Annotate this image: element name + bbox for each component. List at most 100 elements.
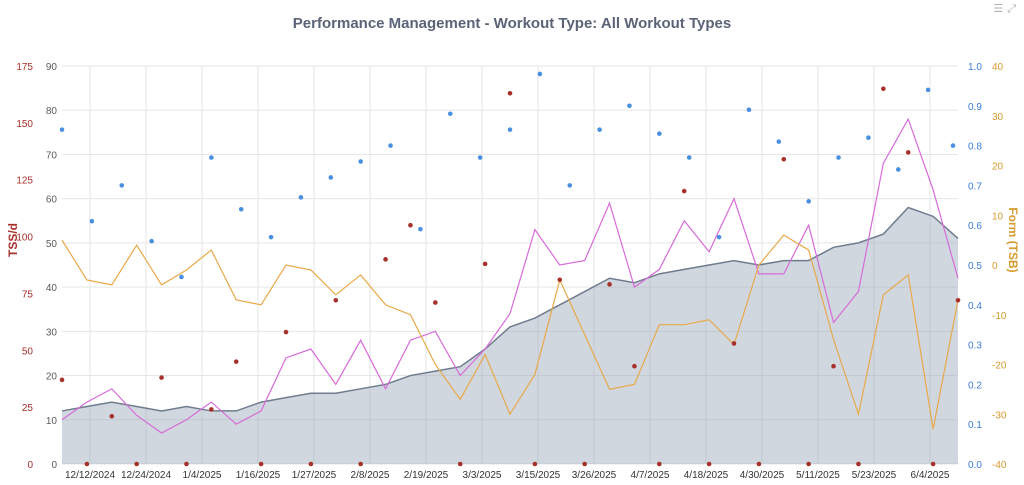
tss-point xyxy=(881,86,886,92)
intensity-point xyxy=(418,226,423,232)
intensity-point xyxy=(657,131,662,136)
form-tick-label: -40 xyxy=(992,460,1007,471)
intensity-point xyxy=(950,143,956,148)
tss-tick-label: 0 xyxy=(27,460,33,471)
x-tick-label: 5/11/2025 xyxy=(796,470,840,481)
intensity-tick-label: 0.4 xyxy=(968,301,982,312)
intensity-point xyxy=(358,159,363,164)
intensity-tick-label: 0.1 xyxy=(968,420,982,431)
tss-tick-label: 50 xyxy=(22,346,34,357)
tss-point xyxy=(159,375,164,380)
intensity-point xyxy=(388,143,393,148)
tss-point xyxy=(532,461,538,467)
intensity-point xyxy=(925,87,931,93)
intensity-tick-label: 0.2 xyxy=(968,380,982,391)
tss-point xyxy=(258,461,264,467)
intensity-tick-label: 1.0 xyxy=(968,62,982,73)
intensity-point xyxy=(209,155,214,160)
form-tick-label: -30 xyxy=(992,410,1007,421)
intensity-tick-label: 0.6 xyxy=(968,221,982,232)
fitness-tick-label: 10 xyxy=(46,416,58,427)
tss-point xyxy=(233,359,239,364)
intensity-point xyxy=(59,127,65,132)
tss-point xyxy=(457,461,463,467)
form-tick-label: 30 xyxy=(992,112,1004,123)
intensity-point xyxy=(746,107,752,113)
intensity-tick-label: 0.0 xyxy=(968,460,982,471)
x-tick-label: 12/24/2024 xyxy=(121,470,171,481)
form-tick-label: 20 xyxy=(992,162,1004,173)
x-tick-label: 5/23/2025 xyxy=(852,470,897,481)
intensity-point xyxy=(836,155,841,160)
tss-point xyxy=(756,461,762,467)
fitness-tick-label: 90 xyxy=(46,62,58,73)
series-layer xyxy=(59,71,961,467)
fitness-tick-label: 70 xyxy=(46,150,58,161)
intensity-point xyxy=(716,234,722,240)
tss-point xyxy=(333,297,339,303)
form-tick-label: 40 xyxy=(992,62,1004,73)
tss-point xyxy=(482,261,488,267)
intensity-tick-label: 0.8 xyxy=(968,142,982,153)
x-tick-label: 2/8/2025 xyxy=(351,470,390,481)
menu-icon[interactable]: ☰ xyxy=(993,3,1004,15)
x-tick-label: 12/12/2024 xyxy=(65,470,115,481)
intensity-point xyxy=(238,206,244,212)
x-tick-label: 1/16/2025 xyxy=(236,470,281,481)
x-tick-label: 1/27/2025 xyxy=(292,470,337,481)
intensity-point xyxy=(447,111,453,117)
fitness-tick-label: 0 xyxy=(51,460,57,471)
intensity-point xyxy=(806,199,811,204)
intensity-point xyxy=(866,135,871,140)
fitness-tick-label: 40 xyxy=(46,283,58,294)
fitness-tick-label: 60 xyxy=(46,195,58,206)
tss-point xyxy=(358,461,363,467)
form-tick-label: -20 xyxy=(992,361,1007,372)
intensity-tick-label: 0.3 xyxy=(968,341,982,352)
grid xyxy=(62,65,958,465)
intensity-point xyxy=(627,103,632,109)
intensity-point xyxy=(686,155,692,160)
axes: 025507510012515017501020304050607080900.… xyxy=(16,62,1007,481)
tss-tick-label: 75 xyxy=(22,289,34,300)
expand-icon[interactable]: ⤢ xyxy=(1007,3,1016,15)
tss-point xyxy=(433,300,438,305)
form-tick-label: 0 xyxy=(992,261,998,272)
tss-point xyxy=(209,407,214,412)
tss-point xyxy=(557,277,563,283)
intensity-point xyxy=(89,218,95,224)
tss-point xyxy=(383,257,388,262)
x-tick-label: 4/18/2025 xyxy=(684,470,729,481)
tss-point xyxy=(905,150,911,155)
intensity-point xyxy=(268,234,274,240)
tss-point xyxy=(607,282,612,287)
intensity-point xyxy=(567,183,573,188)
tss-point xyxy=(781,156,787,162)
chart-menu[interactable]: ☰ ⤢ xyxy=(989,2,1016,16)
x-tick-label: 3/26/2025 xyxy=(572,470,617,481)
tss-tick-label: 25 xyxy=(22,403,34,414)
fatigue-line xyxy=(61,117,959,434)
tss-point xyxy=(507,90,513,96)
intensity-point xyxy=(149,238,154,244)
x-tick-label: 4/7/2025 xyxy=(631,470,670,481)
tss-point xyxy=(109,413,115,419)
tss-point xyxy=(806,461,811,467)
tss-axis-title: TSS/d xyxy=(6,223,20,257)
intensity-tick-label: 0.7 xyxy=(968,181,982,192)
tss-point xyxy=(632,363,637,369)
tss-tick-label: 125 xyxy=(16,176,33,187)
intensity-point xyxy=(328,175,334,180)
form-axis-title: Form (TSB) xyxy=(1006,207,1020,272)
x-tick-label: 3/15/2025 xyxy=(516,470,561,481)
intensity-point xyxy=(895,167,901,172)
form-line xyxy=(61,234,959,430)
tss-point xyxy=(955,297,961,303)
intensity-point xyxy=(298,195,304,200)
x-tick-label: 6/4/2025 xyxy=(911,470,950,481)
fitness-tick-label: 30 xyxy=(46,327,58,338)
tss-point xyxy=(308,461,314,467)
x-tick-label: 2/19/2025 xyxy=(404,470,449,481)
tss-point xyxy=(856,461,861,467)
tss-point xyxy=(134,461,139,467)
